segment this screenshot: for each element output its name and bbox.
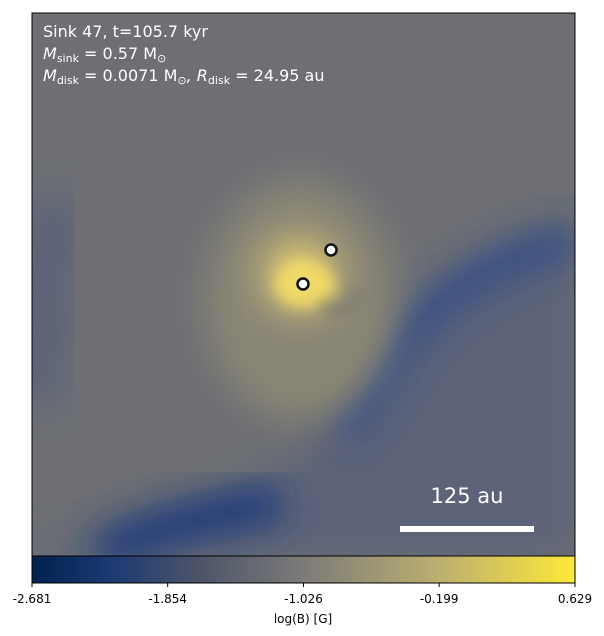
tick-label: -1.854 xyxy=(148,592,187,606)
scale-bar-label: 125 au xyxy=(431,484,504,508)
subscript: sink xyxy=(57,52,80,65)
subscript: disk xyxy=(208,74,231,87)
text: M xyxy=(43,66,57,85)
subscript: ⊙ xyxy=(177,74,186,87)
colorbar-axis: -2.681 -1.854 -1.026 -0.199 0.629 xyxy=(13,583,592,606)
subscript: disk xyxy=(57,74,80,87)
text: Sink 47, t=105.7 kyr xyxy=(43,22,208,41)
text: M xyxy=(43,44,57,63)
annotation-line: Msink = 0.57 M⊙ xyxy=(43,44,166,65)
text: = 0.57 M xyxy=(79,44,157,63)
colorbar-label: log(B) [G] xyxy=(274,612,332,626)
tick-label: -2.681 xyxy=(13,592,52,606)
tick-label: 0.629 xyxy=(558,592,592,606)
colorbar xyxy=(31,555,576,584)
sink-marker xyxy=(296,277,310,291)
text: = 24.95 au xyxy=(230,66,324,85)
subscript: ⊙ xyxy=(157,52,166,65)
annotation-line: Mdisk = 0.0071 M⊙, Rdisk = 24.95 au xyxy=(43,66,324,87)
tick-label: -0.199 xyxy=(420,592,459,606)
annotation-line: Sink 47, t=105.7 kyr xyxy=(43,22,208,41)
text: , R xyxy=(187,66,208,85)
sink-marker xyxy=(324,243,338,257)
text: = 0.0071 M xyxy=(79,66,177,85)
field-image xyxy=(32,13,575,556)
tick-label: -1.026 xyxy=(284,592,323,606)
